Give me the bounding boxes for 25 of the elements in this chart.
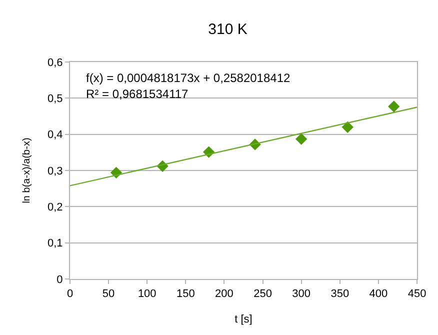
y-tick-label: 0,1 — [48, 238, 63, 250]
y-tick-label: 0,6 — [48, 56, 63, 69]
y-tick-label: 0,5 — [48, 93, 63, 106]
y-tick-label: 0,4 — [48, 129, 63, 142]
point — [295, 133, 308, 145]
chart-title: 310 K — [208, 20, 248, 38]
x-tick-label: 150 — [176, 288, 195, 300]
point — [342, 121, 354, 133]
x-tick-label: 450 — [408, 288, 426, 300]
x-tick-label: 50 — [102, 288, 115, 300]
x-tick-label: 250 — [254, 288, 272, 300]
x-axis-title: t [s] — [234, 313, 252, 326]
annotation: R² = 0,9681534117 — [86, 87, 189, 101]
point — [388, 100, 400, 112]
x-tick-label: 350 — [330, 288, 350, 300]
y-tick-label: 0,2 — [48, 202, 63, 214]
x-tick-label: 400 — [369, 288, 388, 300]
x-tick-label: 200 — [215, 288, 234, 300]
annotation: f(x) = 0,0004818173x + 0,2582018412 — [86, 71, 290, 85]
x-tick-label: 100 — [138, 288, 156, 300]
y-tick-label: 0,3 — [48, 165, 63, 178]
x-tick-label: 0 — [66, 288, 74, 300]
y-tick-label: 0 — [56, 274, 63, 286]
y-axis-title: ln b(a-x)/a(b-x) — [22, 138, 33, 204]
x-tick-label: 300 — [292, 288, 311, 300]
